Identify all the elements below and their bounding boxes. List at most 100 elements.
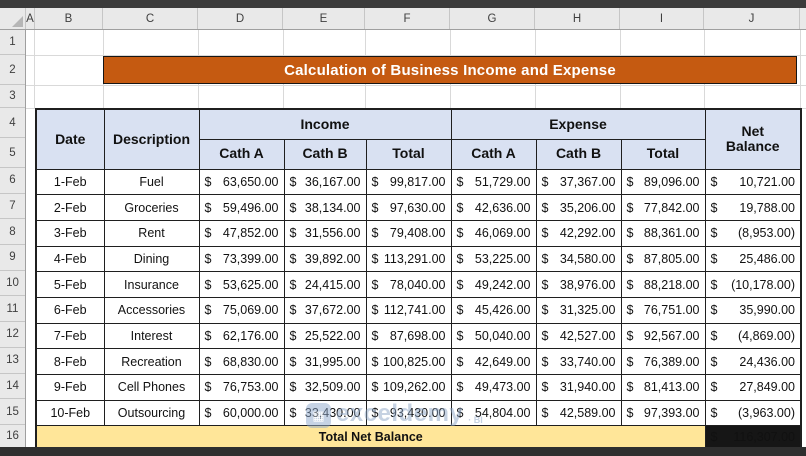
header-date[interactable]: Date xyxy=(35,108,105,170)
column-header-A[interactable]: A xyxy=(26,8,35,29)
cell-income-total[interactable]: $109,262.00 xyxy=(365,374,452,401)
cell-net-balance[interactable]: $ (4,869.00) xyxy=(704,322,802,350)
header-income-cath-a[interactable]: Cath A xyxy=(198,138,285,170)
cell-description[interactable]: Recreation xyxy=(103,348,200,375)
row-header-6[interactable]: 6 xyxy=(0,168,25,194)
header-expense-cath-b[interactable]: Cath B xyxy=(535,138,622,170)
cell-net-balance[interactable]: $10,721.00 xyxy=(704,168,802,196)
row-header-11[interactable]: 11 xyxy=(0,296,25,323)
cell-income-cath-a[interactable]: $53,625.00 xyxy=(198,271,285,298)
cell-income-cath-b[interactable]: $24,415.00 xyxy=(283,271,367,298)
cell-date[interactable]: 2-Feb xyxy=(35,194,105,221)
cell-net-balance[interactable]: $25,486.00 xyxy=(704,245,802,273)
cell-net-balance[interactable]: $35,990.00 xyxy=(704,296,802,324)
cell-income-total[interactable]: $100,825.00 xyxy=(365,348,452,375)
cell-description[interactable]: Cell Phones xyxy=(103,374,200,401)
cell-net-balance[interactable]: $19,788.00 xyxy=(704,194,802,221)
cell-date[interactable]: 3-Feb xyxy=(35,219,105,247)
cell-income-cath-b[interactable]: $33,430.00 xyxy=(283,399,367,427)
cell-income-total[interactable]: $78,040.00 xyxy=(365,271,452,298)
cell-income-cath-a[interactable]: $59,496.00 xyxy=(198,194,285,221)
cell-net-balance[interactable]: $ (10,178.00) xyxy=(704,271,802,298)
header-net-balance[interactable]: Net Balance xyxy=(704,108,802,170)
column-header-F[interactable]: F xyxy=(365,8,450,29)
cell-net-balance[interactable]: $24,436.00 xyxy=(704,348,802,375)
cell-income-total[interactable]: $79,408.00 xyxy=(365,219,452,247)
row-header-2[interactable]: 2 xyxy=(0,55,25,85)
column-header-I[interactable]: I xyxy=(620,8,704,29)
column-header-C[interactable]: C xyxy=(103,8,198,29)
cell-net-balance[interactable]: $27,849.00 xyxy=(704,374,802,401)
header-income-group[interactable]: Income xyxy=(198,108,452,140)
header-expense-group[interactable]: Expense xyxy=(450,108,706,140)
cell-expense-cath-a[interactable]: $49,242.00 xyxy=(450,271,537,298)
cell-expense-total[interactable]: $89,096.00 xyxy=(620,168,706,196)
cell-expense-cath-a[interactable]: $49,473.00 xyxy=(450,374,537,401)
cell-income-cath-a[interactable]: $68,830.00 xyxy=(198,348,285,375)
cell-expense-cath-a[interactable]: $46,069.00 xyxy=(450,219,537,247)
cell-expense-total[interactable]: $77,842.00 xyxy=(620,194,706,221)
cell-income-total[interactable]: $87,698.00 xyxy=(365,322,452,350)
cell-income-cath-a[interactable]: $60,000.00 xyxy=(198,399,285,427)
cell-expense-total[interactable]: $81,413.00 xyxy=(620,374,706,401)
column-header-D[interactable]: D xyxy=(198,8,283,29)
header-description[interactable]: Description xyxy=(103,108,200,170)
cell-date[interactable]: 4-Feb xyxy=(35,245,105,273)
cell-expense-cath-b[interactable]: $38,976.00 xyxy=(535,271,622,298)
cell-description[interactable]: Interest xyxy=(103,322,200,350)
cell-net-balance[interactable]: $ (8,953.00) xyxy=(704,219,802,247)
cell-expense-cath-a[interactable]: $45,426.00 xyxy=(450,296,537,324)
cell-expense-cath-a[interactable]: $53,225.00 xyxy=(450,245,537,273)
cell-expense-cath-b[interactable]: $42,292.00 xyxy=(535,219,622,247)
cell-description[interactable]: Outsourcing xyxy=(103,399,200,427)
cell-income-total[interactable]: $93,430.00 xyxy=(365,399,452,427)
header-income-cath-b[interactable]: Cath B xyxy=(283,138,367,170)
row-header-1[interactable]: 1 xyxy=(0,30,25,55)
cell-net-balance[interactable]: $ (3,963.00) xyxy=(704,399,802,427)
cell-expense-cath-b[interactable]: $33,740.00 xyxy=(535,348,622,375)
cell-income-cath-b[interactable]: $32,509.00 xyxy=(283,374,367,401)
cell-expense-cath-b[interactable]: $37,367.00 xyxy=(535,168,622,196)
cell-expense-cath-b[interactable]: $35,206.00 xyxy=(535,194,622,221)
title-banner-cell[interactable]: Calculation of Business Income and Expen… xyxy=(103,56,797,84)
column-header-J[interactable]: J xyxy=(704,8,800,29)
cell-expense-cath-a[interactable]: $42,636.00 xyxy=(450,194,537,221)
select-all-corner[interactable] xyxy=(0,8,26,29)
row-header-7[interactable]: 7 xyxy=(0,194,25,220)
cell-income-cath-a[interactable]: $75,069.00 xyxy=(198,296,285,324)
cell-description[interactable]: Accessories xyxy=(103,296,200,324)
cell-date[interactable]: 8-Feb xyxy=(35,348,105,375)
cell-expense-total[interactable]: $88,361.00 xyxy=(620,219,706,247)
cell-expense-cath-b[interactable]: $42,527.00 xyxy=(535,322,622,350)
cell-expense-total[interactable]: $97,393.00 xyxy=(620,399,706,427)
total-net-balance-value[interactable]: $ 116,307.00 xyxy=(704,425,802,449)
cell-income-total[interactable]: $97,630.00 xyxy=(365,194,452,221)
cell-income-cath-a[interactable]: $76,753.00 xyxy=(198,374,285,401)
cell-income-cath-b[interactable]: $25,522.00 xyxy=(283,322,367,350)
cell-income-cath-a[interactable]: $63,650.00 xyxy=(198,168,285,196)
column-header-G[interactable]: G xyxy=(450,8,535,29)
cell-income-total[interactable]: $113,291.00 xyxy=(365,245,452,273)
row-header-16[interactable]: 16 xyxy=(6,429,19,442)
cell-date[interactable]: 1-Feb xyxy=(35,168,105,196)
row-header-13[interactable]: 13 xyxy=(0,348,25,374)
row-header-3[interactable]: 3 xyxy=(0,85,25,108)
cell-income-cath-a[interactable]: $62,176.00 xyxy=(198,322,285,350)
total-net-balance-label[interactable]: Total Net Balance xyxy=(35,425,706,449)
cell-income-cath-b[interactable]: $38,134.00 xyxy=(283,194,367,221)
cell-description[interactable]: Dining xyxy=(103,245,200,273)
row-header-10[interactable]: 10 xyxy=(0,271,25,297)
cell-income-cath-a[interactable]: $73,399.00 xyxy=(198,245,285,273)
row-header-8[interactable]: 8 xyxy=(0,219,25,246)
cell-date[interactable]: 7-Feb xyxy=(35,322,105,350)
cell-income-cath-b[interactable]: $39,892.00 xyxy=(283,245,367,273)
cell-description[interactable]: Groceries xyxy=(103,194,200,221)
cell-expense-cath-b[interactable]: $34,580.00 xyxy=(535,245,622,273)
cell-date[interactable]: 9-Feb xyxy=(35,374,105,401)
cell-income-cath-b[interactable]: $31,995.00 xyxy=(283,348,367,375)
header-income-total[interactable]: Total xyxy=(365,138,452,170)
header-expense-cath-a[interactable]: Cath A xyxy=(450,138,537,170)
cell-income-cath-b[interactable]: $31,556.00 xyxy=(283,219,367,247)
cell-income-cath-b[interactable]: $37,672.00 xyxy=(283,296,367,324)
row-header-5[interactable]: 5 xyxy=(0,138,25,168)
